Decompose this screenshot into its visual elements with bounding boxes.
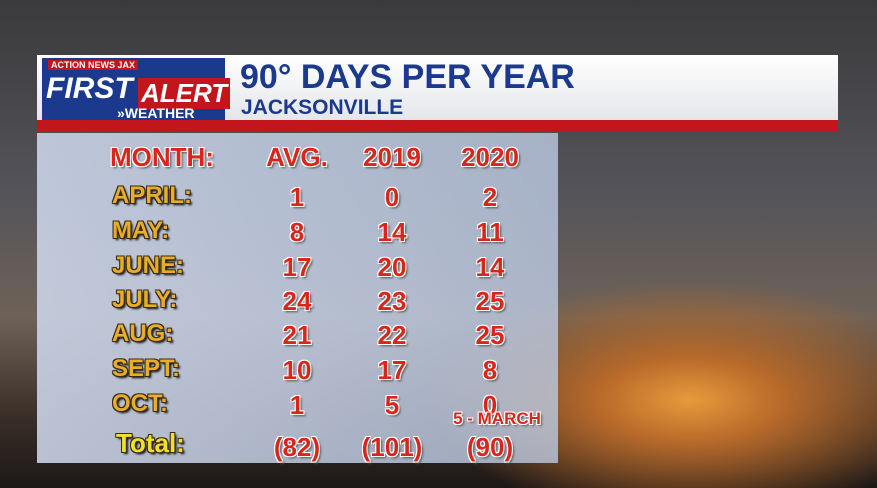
cell-value: 20 <box>377 252 407 282</box>
cell-value: 0 <box>482 390 498 420</box>
logo-alert: ALERT <box>138 78 231 109</box>
month-label: APRIL: <box>112 182 192 209</box>
cell-value: 17 <box>377 355 407 385</box>
column-header: AVG. <box>266 142 328 172</box>
month-label: AUG: <box>112 320 174 347</box>
cell-value: 11 <box>476 217 504 247</box>
cell-value: 5 <box>384 390 400 420</box>
column-header: 2019 <box>363 142 421 172</box>
month-label: MAY: <box>112 217 170 244</box>
total-value: (82) <box>273 432 321 462</box>
cell-value: 25 <box>475 286 505 316</box>
cell-value: 10 <box>282 355 312 385</box>
cell-value: 8 <box>289 217 305 247</box>
column-header: MONTH: <box>110 142 214 172</box>
month-label: JULY: <box>112 286 178 313</box>
cell-value: 14 <box>377 217 407 247</box>
column-header: 2020 <box>461 142 519 172</box>
cell-value: 0 <box>384 182 400 212</box>
month-label: JUNE: <box>112 252 185 279</box>
cell-value: 8 <box>482 355 498 385</box>
logo: ACTION NEWS JAX FIRST ALERT »WEATHER <box>42 58 231 121</box>
total-note: 5 - MARCH <box>453 409 541 428</box>
cell-value: 22 <box>377 320 407 350</box>
cell-value: 17 <box>282 252 312 282</box>
month-label: SEPT: <box>112 355 181 382</box>
cell-value: 1 <box>289 182 305 212</box>
cell-value: 14 <box>475 252 505 282</box>
logo-first: FIRST <box>46 72 133 105</box>
cell-value: 1 <box>289 390 305 420</box>
total-value: (101) <box>361 432 423 462</box>
subtitle: JACKSONVILLE <box>241 96 404 119</box>
logo-weather: »WEATHER <box>117 105 195 121</box>
logo-station: ACTION NEWS JAX <box>48 60 139 70</box>
total-label: Total: <box>116 428 185 458</box>
total-value: (90) <box>466 432 514 462</box>
month-label: OCT: <box>112 390 168 417</box>
cell-value: 25 <box>475 320 505 350</box>
cell-value: 24 <box>282 286 312 316</box>
cell-value: 23 <box>377 286 407 316</box>
title: 90° DAYS PER YEAR <box>240 58 575 96</box>
cell-value: 2 <box>482 182 498 212</box>
cell-value: 21 <box>282 320 312 350</box>
table-panel <box>37 133 558 463</box>
header-stripe <box>37 120 838 131</box>
